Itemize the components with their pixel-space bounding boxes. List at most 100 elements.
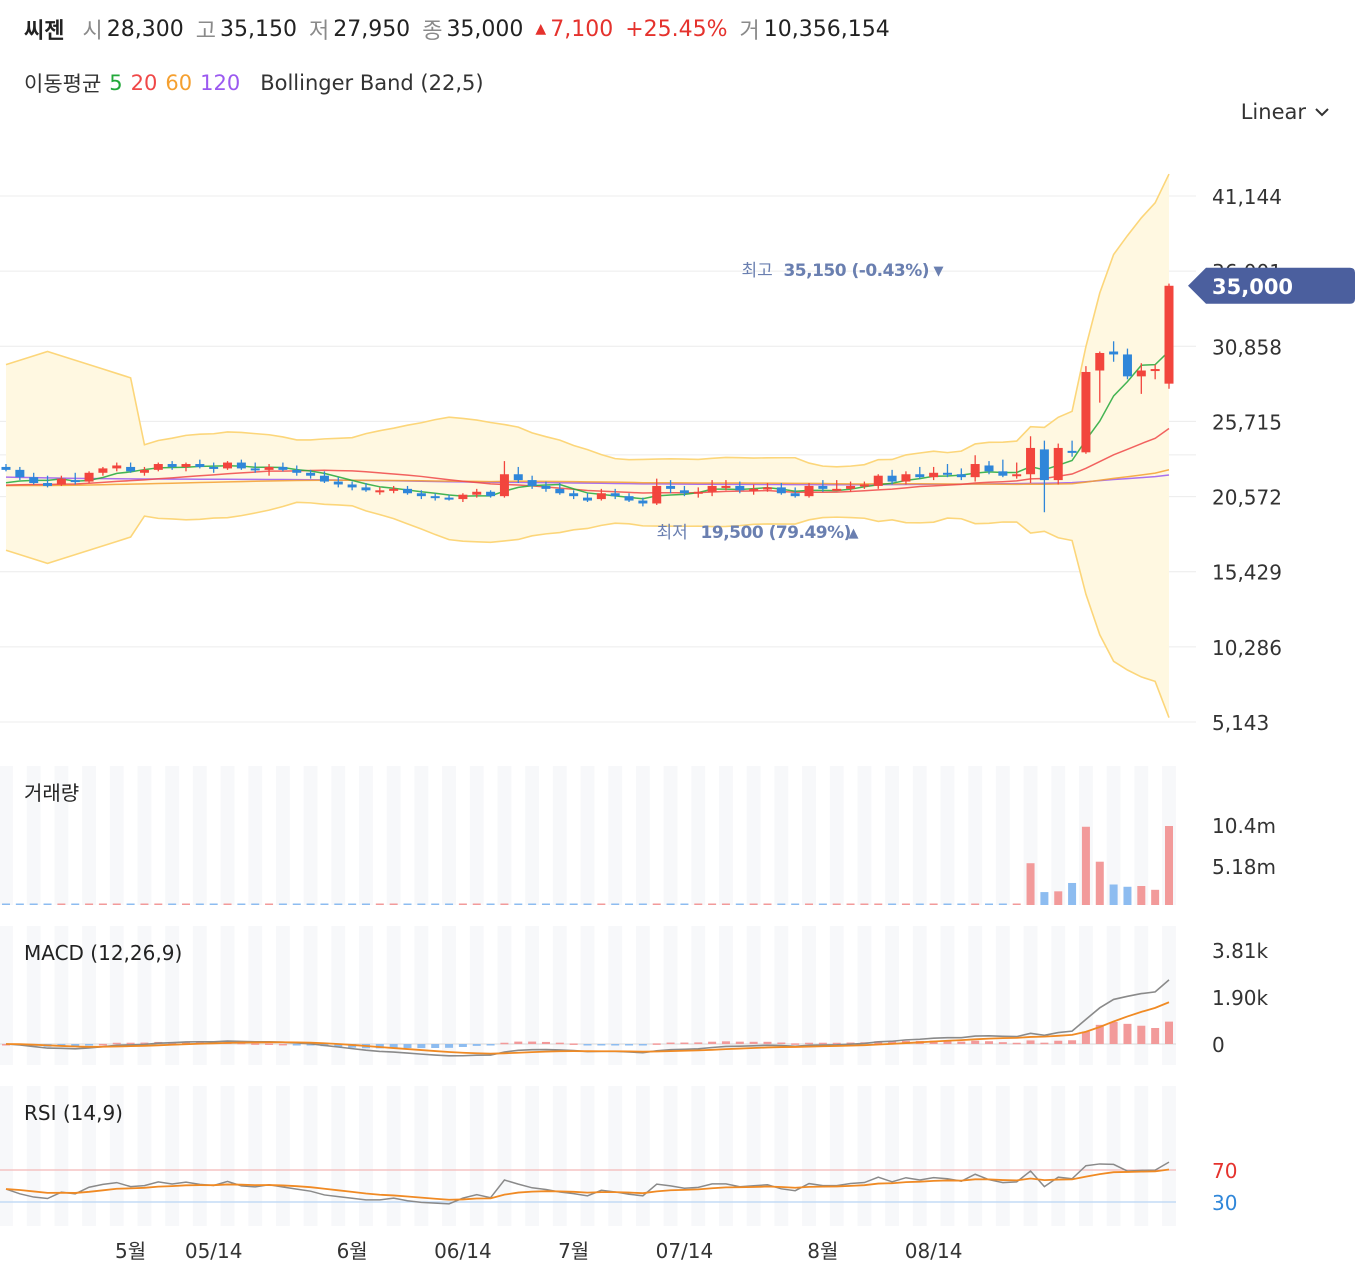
panel-stripe: [857, 766, 872, 905]
volume-bar: [98, 903, 107, 905]
current-price-tag-bg: [1188, 267, 1355, 304]
panel-stripe: [386, 1086, 401, 1226]
current-price-label: 35,000: [1212, 275, 1293, 299]
panel-stripe: [165, 766, 180, 905]
panel-stripe: [442, 766, 456, 905]
ma-label[interactable]: 이동평균: [24, 72, 102, 96]
change-up-icon: ▲: [535, 21, 547, 37]
macd-histogram-bar: [874, 1041, 883, 1044]
macd-histogram-bar: [971, 1040, 980, 1044]
volume-bar: [140, 903, 149, 905]
date-tick-label: 08/14: [905, 1239, 963, 1263]
candle: [707, 480, 717, 497]
rsi-panel-title: RSI (14,9): [24, 1101, 123, 1125]
date-tick-label: 8월: [807, 1239, 838, 1263]
date-tick-label: 05/14: [185, 1239, 243, 1263]
candle: [1039, 440, 1049, 513]
volume-bar: [334, 903, 343, 905]
volume-bar: [486, 903, 495, 905]
macd-histogram-bar: [1137, 1025, 1146, 1044]
macd-histogram-bar: [486, 1044, 495, 1046]
volume-bar: [791, 903, 800, 905]
macd-histogram-bar: [348, 1044, 357, 1048]
volume-bar: [375, 903, 384, 905]
ma-60-label[interactable]: 60: [165, 71, 193, 95]
candle: [209, 462, 219, 473]
stock-name[interactable]: 씨젠: [24, 19, 65, 44]
ma-120-label[interactable]: 120: [200, 71, 241, 95]
volume-bar: [777, 903, 786, 905]
candle: [956, 468, 966, 481]
volume-bar: [320, 903, 329, 905]
macd-histogram-bar: [1123, 1023, 1132, 1044]
candle: [333, 477, 343, 488]
volume-value: 10,356,154: [763, 16, 890, 42]
ma-5-label[interactable]: 5: [109, 71, 123, 95]
candle-body: [306, 472, 316, 476]
panel-stripe: [359, 766, 373, 905]
candle-body: [776, 487, 786, 494]
macd-histogram-bar: [265, 1043, 274, 1045]
macd-histogram-bar: [611, 1044, 620, 1046]
price-tick-label: 10,286: [1212, 636, 1282, 660]
macd-histogram-bar: [1109, 1021, 1118, 1044]
candle-body: [790, 493, 800, 497]
candle: [1067, 440, 1077, 457]
volume-bar: [998, 903, 1007, 905]
grid: [0, 195, 1196, 723]
ma-20-label[interactable]: 20: [130, 71, 158, 95]
rsi-tick-label: 30: [1212, 1191, 1237, 1215]
candle: [846, 481, 856, 492]
panel-stripe: [885, 1086, 900, 1226]
candle: [638, 497, 648, 507]
panel-stripe: [1106, 1086, 1121, 1226]
macd-histogram-bar: [389, 1044, 398, 1048]
panel-stripe: [663, 926, 678, 1065]
candle-body: [236, 462, 246, 469]
candle-body: [818, 485, 828, 489]
bollinger-band: [5, 173, 1170, 718]
panel-stripe: [414, 926, 429, 1065]
panel-stripe: [774, 1086, 789, 1226]
volume-bar: [251, 903, 260, 905]
candle-body: [444, 497, 454, 500]
volume-bar: [71, 903, 80, 905]
macd-histogram-bar: [555, 1042, 564, 1045]
panel-stripe: [525, 1086, 540, 1226]
candle: [84, 471, 94, 484]
candle: [167, 461, 177, 470]
panel-stripe: [0, 766, 13, 905]
volume-bar: [528, 903, 537, 905]
macd-histogram-bar: [514, 1041, 523, 1044]
candle-body: [499, 474, 509, 497]
candle-body: [679, 490, 689, 494]
candle-body: [569, 493, 579, 497]
panel-stripe: [469, 1086, 484, 1226]
scale-dropdown[interactable]: Linear: [1241, 96, 1330, 128]
candle: [541, 481, 551, 492]
volume-bar: [860, 903, 869, 905]
panel-stripe: [442, 926, 456, 1065]
macd-histogram-bar: [583, 1044, 592, 1046]
macd-histogram-bar: [791, 1043, 800, 1045]
candle-body: [126, 466, 136, 472]
date-tick-label: 6월: [337, 1239, 368, 1263]
panel-stripe: [995, 766, 1010, 905]
panel-stripe: [248, 1086, 263, 1226]
bollinger-label[interactable]: Bollinger Band (22,5): [260, 71, 484, 95]
macd-histogram-bar: [998, 1042, 1007, 1044]
candle: [749, 484, 759, 495]
candle-body: [223, 462, 233, 469]
candle: [153, 462, 163, 472]
panel-stripe: [497, 766, 512, 905]
close-value: 35,000: [446, 16, 524, 42]
volume-bar: [514, 903, 523, 905]
candle: [126, 462, 136, 473]
macd-histogram-bar: [458, 1044, 467, 1047]
candle: [679, 485, 689, 497]
volume-bar: [85, 903, 94, 905]
candle-body: [472, 491, 482, 495]
candle-body: [112, 465, 122, 469]
candle-body: [762, 487, 772, 490]
